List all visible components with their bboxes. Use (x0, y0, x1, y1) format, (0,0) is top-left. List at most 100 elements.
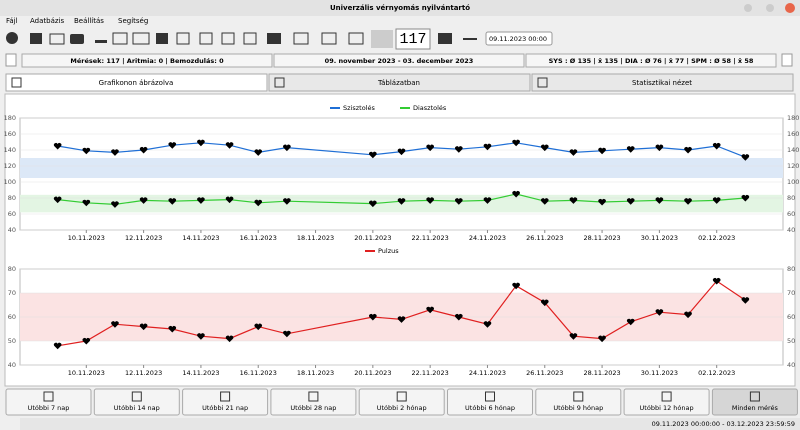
y-tick-label: 60 (8, 313, 16, 321)
x-tick-label: 20.11.2023 (354, 369, 391, 377)
marker (655, 144, 664, 152)
y2-tick-label: 70 (787, 289, 795, 297)
counter-box (395, 28, 431, 50)
range-button[interactable] (5, 388, 92, 416)
marker (712, 197, 721, 204)
button-label: Utóbbi 14 nap (114, 404, 160, 412)
marker (254, 199, 262, 207)
marker (254, 149, 262, 156)
icon[interactable] (199, 32, 213, 45)
y2-tick-label: 80 (787, 265, 795, 273)
marker (369, 151, 377, 159)
status-icon (5, 53, 17, 67)
icon[interactable] (243, 32, 257, 45)
marker (741, 297, 750, 304)
button-icon (308, 391, 319, 402)
y-tick-label: 160 (4, 130, 16, 138)
marker (168, 142, 177, 149)
icon[interactable] (132, 32, 150, 45)
button-icon (43, 391, 54, 402)
x-tick-label: 16.11.2023 (240, 369, 277, 377)
marker (455, 313, 463, 321)
tab[interactable] (5, 73, 268, 92)
status-counts: Mérések: 117 | Aritmia: 0 | Bemozdulás: … (70, 57, 224, 66)
button-label: Utóbbi 6 hónap (465, 404, 515, 412)
tab-label: Táblázatban (377, 79, 420, 87)
icon-active[interactable] (371, 30, 393, 48)
button-icon (573, 391, 584, 402)
maximize[interactable] (766, 4, 774, 12)
x-tick-label: 22.11.2023 (412, 369, 449, 377)
icon[interactable] (95, 40, 107, 43)
marker (483, 143, 492, 151)
marker (655, 309, 664, 316)
marker (397, 198, 406, 205)
icon[interactable] (267, 33, 281, 44)
y2-tick-label: 100 (787, 178, 799, 186)
range-button[interactable] (623, 388, 710, 416)
icon[interactable] (156, 33, 168, 44)
marker (684, 146, 692, 154)
range-button[interactable] (711, 388, 798, 416)
marker (53, 342, 62, 350)
button-label: Utóbbi 9 hónap (553, 404, 603, 412)
counter: 117 (399, 31, 426, 48)
normal-band (20, 158, 783, 178)
window-title: Univerzális vérnyomás nyilvántartó (330, 4, 470, 12)
range-button[interactable] (535, 388, 622, 416)
icon[interactable] (6, 32, 18, 44)
menu-item[interactable]: Segítség (118, 17, 148, 25)
marker (369, 313, 377, 321)
x-tick-label: 12.11.2023 (125, 369, 162, 377)
icon[interactable] (112, 32, 128, 45)
x-tick-label: 26.11.2023 (526, 234, 563, 242)
icon[interactable] (176, 32, 190, 45)
button-icon (131, 391, 142, 402)
icon[interactable] (70, 34, 84, 44)
date-input[interactable] (485, 31, 553, 46)
marker (541, 144, 549, 152)
range-button[interactable] (93, 388, 180, 416)
marker (53, 142, 62, 150)
marker (455, 146, 463, 153)
icon[interactable] (348, 32, 364, 45)
marker (225, 142, 234, 149)
y-tick-label: 80 (8, 194, 16, 202)
menu-item[interactable]: Adatbázis (30, 17, 64, 25)
marker (139, 146, 148, 154)
button-icon (661, 391, 672, 402)
marker (426, 197, 434, 204)
icon[interactable] (438, 33, 452, 44)
tab[interactable] (268, 73, 531, 92)
icon[interactable] (30, 33, 42, 44)
range-button[interactable] (358, 388, 445, 416)
marker (483, 321, 492, 328)
icon[interactable] (293, 32, 309, 45)
button-label: Utóbbi 7 nap (28, 404, 70, 412)
icon[interactable] (221, 32, 235, 45)
close[interactable] (785, 3, 795, 13)
menu-item[interactable]: Beállítás (74, 17, 104, 25)
x-tick-label: 18.11.2023 (297, 234, 334, 242)
y-tick-label: 40 (8, 226, 16, 234)
icon[interactable] (463, 38, 477, 40)
minimize[interactable] (744, 4, 752, 12)
range-button[interactable] (182, 388, 269, 416)
x-tick-label: 12.11.2023 (125, 234, 162, 242)
range-button[interactable] (270, 388, 357, 416)
range-button[interactable] (447, 388, 533, 416)
marker (655, 197, 664, 204)
marker (168, 325, 177, 333)
y2-tick-label: 60 (787, 313, 795, 321)
marker (569, 149, 578, 156)
tab-icon (11, 77, 22, 88)
tab[interactable] (531, 73, 794, 92)
button-label: Utóbbi 21 nap (202, 404, 248, 412)
menu-item[interactable]: Fájl (6, 17, 18, 25)
icon[interactable] (49, 33, 65, 45)
icon[interactable] (321, 32, 337, 45)
legend-label: Szisztolés (343, 104, 375, 112)
marker (684, 198, 692, 205)
marker (512, 282, 520, 290)
